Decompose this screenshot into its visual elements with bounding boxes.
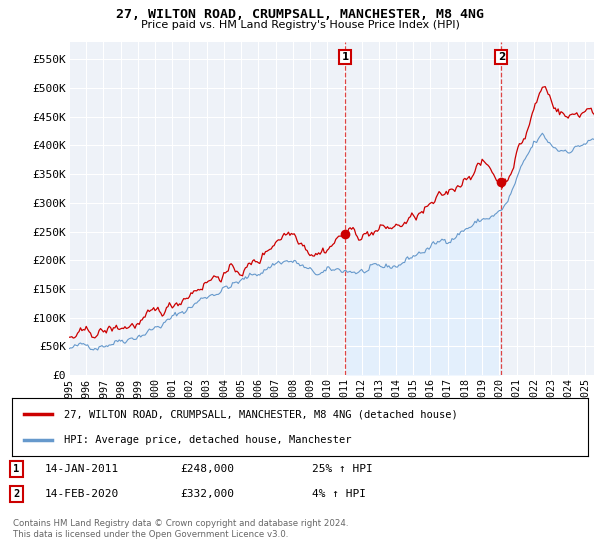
Text: HPI: Average price, detached house, Manchester: HPI: Average price, detached house, Manc… xyxy=(64,435,352,445)
Text: 14-FEB-2020: 14-FEB-2020 xyxy=(45,489,119,499)
Text: Contains HM Land Registry data © Crown copyright and database right 2024.
This d: Contains HM Land Registry data © Crown c… xyxy=(13,520,349,539)
Text: 27, WILTON ROAD, CRUMPSALL, MANCHESTER, M8 4NG: 27, WILTON ROAD, CRUMPSALL, MANCHESTER, … xyxy=(116,8,484,21)
Text: Price paid vs. HM Land Registry's House Price Index (HPI): Price paid vs. HM Land Registry's House … xyxy=(140,20,460,30)
Text: 2: 2 xyxy=(498,52,505,62)
Text: 4% ↑ HPI: 4% ↑ HPI xyxy=(312,489,366,499)
Text: 2: 2 xyxy=(13,489,19,499)
Text: £332,000: £332,000 xyxy=(180,489,234,499)
Text: £248,000: £248,000 xyxy=(180,464,234,474)
Text: 27, WILTON ROAD, CRUMPSALL, MANCHESTER, M8 4NG (detached house): 27, WILTON ROAD, CRUMPSALL, MANCHESTER, … xyxy=(64,409,458,419)
Text: 14-JAN-2011: 14-JAN-2011 xyxy=(45,464,119,474)
Text: 1: 1 xyxy=(341,52,349,62)
Text: 25% ↑ HPI: 25% ↑ HPI xyxy=(312,464,373,474)
Text: 1: 1 xyxy=(13,464,19,474)
